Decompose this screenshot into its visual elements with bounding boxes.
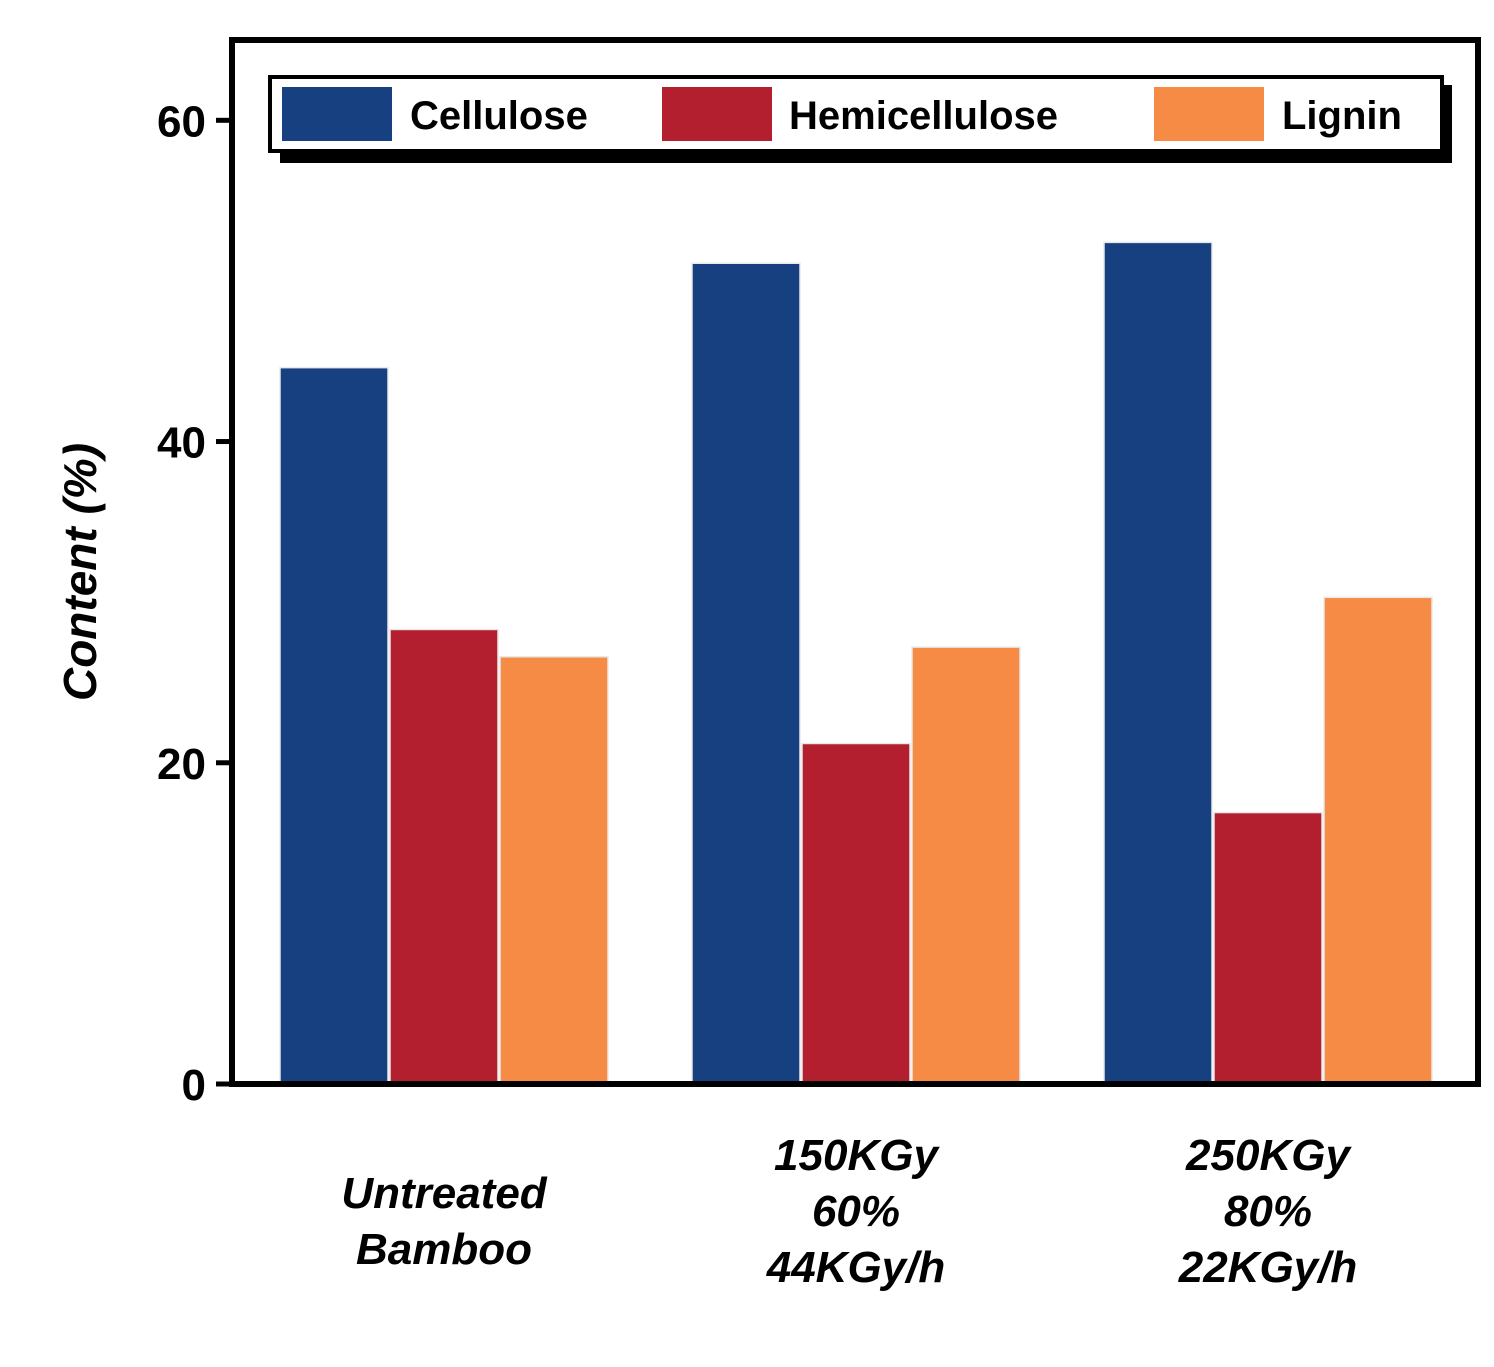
x-category-line: Bamboo [356,1225,532,1274]
y-tick-label-60: 60 [157,97,206,146]
y-axis-title: Content (%) [54,443,106,701]
legend: Cellulose Hemicellulose Lignin [268,75,1452,163]
bar-hemicellulose-1 [801,742,911,1085]
legend-label-cellulose: Cellulose [410,94,588,138]
legend-swatch-hemicellulose [662,87,772,141]
y-tick-label-0: 0 [182,1061,206,1110]
bar-hemicellulose-2 [1213,811,1323,1085]
x-category-line: 250KGy [1185,1131,1352,1180]
y-axis: 0 20 40 60 [157,97,232,1110]
x-category-line: 22KGy/h [1178,1243,1358,1292]
x-category-line: 44KGy/h [766,1243,946,1292]
bar-lignin-0 [499,656,609,1085]
bar-cellulose-1 [691,262,801,1085]
legend-label-lignin: Lignin [1282,94,1402,138]
x-category-line: 150KGy [774,1131,940,1180]
bar-hemicellulose-0 [389,628,499,1085]
x-category-label-1: 150KGy 60% 44KGy/h [766,1131,946,1292]
legend-swatch-lignin [1154,87,1264,141]
legend-label-hemicellulose: Hemicellulose [789,94,1058,138]
bar-cellulose-2 [1103,241,1213,1085]
bars-group [279,241,1433,1085]
y-tick-label-20: 20 [157,740,206,789]
plot-frame [229,37,1481,1087]
x-category-line: 60% [812,1187,900,1236]
x-category-label-0: Untreated Bamboo [341,1169,547,1274]
x-category-line: Untreated [341,1169,547,1218]
x-axis-labels: Untreated Bamboo 150KGy 60% 44KGy/h 250KGy 80%… [341,1131,1357,1292]
y-tick-label-40: 40 [157,419,206,468]
bar-lignin-2 [1323,596,1433,1085]
bar-cellulose-0 [279,366,389,1085]
bar-lignin-1 [911,646,1021,1085]
x-category-line: 80% [1224,1187,1312,1236]
legend-swatch-cellulose [282,87,392,141]
x-category-label-2: 250KGy 80% 22KGy/h [1178,1131,1358,1292]
